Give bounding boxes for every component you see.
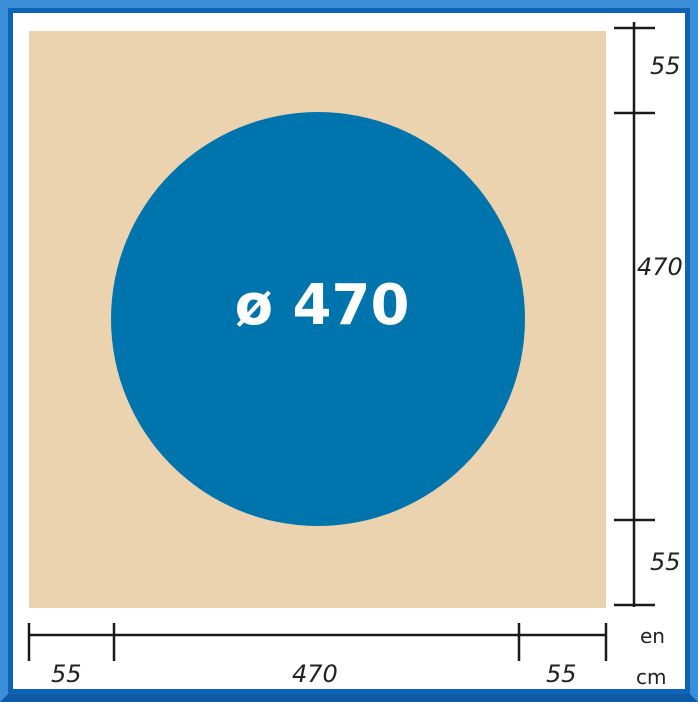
horizontal-dim-right: 55 bbox=[546, 660, 577, 688]
vertical-dim-top: 55 bbox=[650, 52, 681, 80]
unit-label-en: en bbox=[640, 624, 665, 648]
horizontal-dimension-line bbox=[27, 623, 608, 661]
diameter-label: ø 470 bbox=[235, 273, 410, 338]
pool-circle bbox=[111, 112, 525, 526]
horizontal-dim-left: 55 bbox=[51, 660, 82, 688]
vertical-dimension-line bbox=[614, 22, 655, 607]
vertical-dim-middle: 470 bbox=[637, 253, 683, 281]
vertical-dim-bottom: 55 bbox=[650, 548, 681, 576]
unit-label-cm: cm bbox=[636, 665, 666, 689]
horizontal-dim-middle: 470 bbox=[292, 660, 338, 688]
